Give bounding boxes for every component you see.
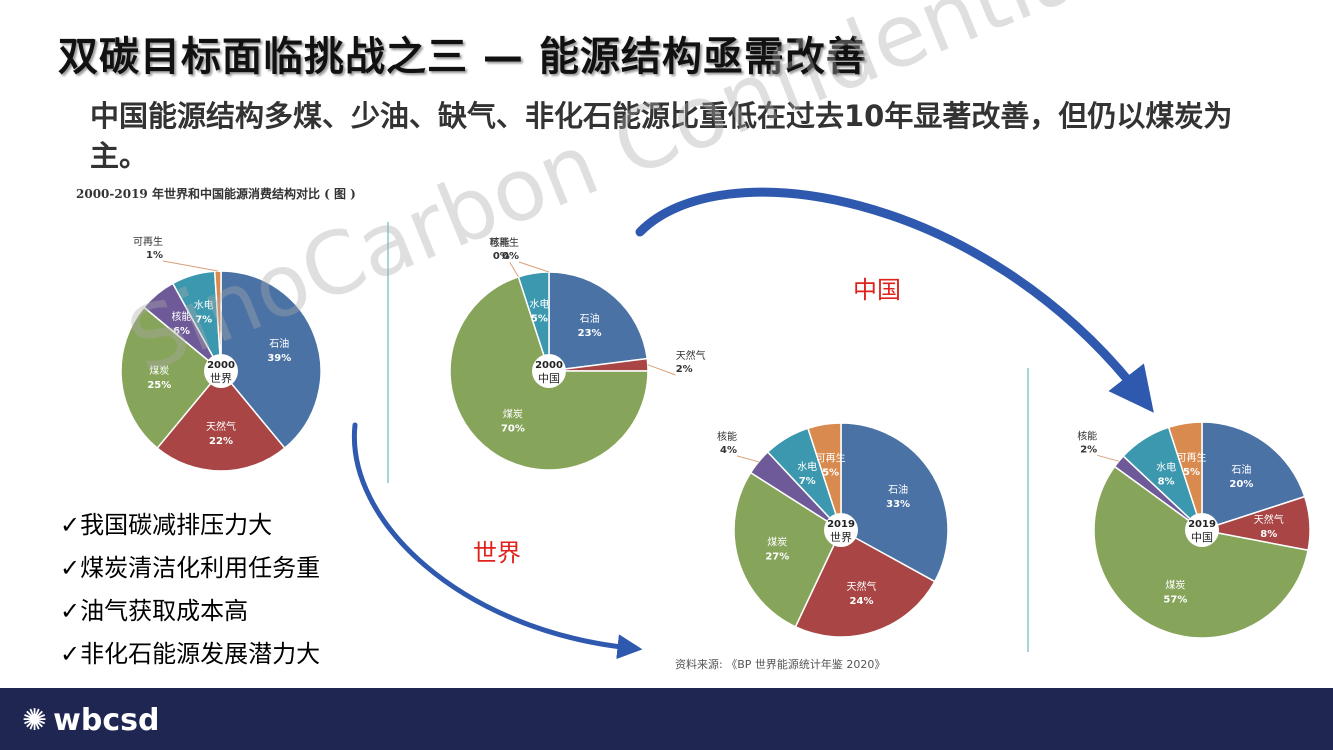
slice-value-label: 4% — [720, 445, 737, 456]
leader-line — [162, 260, 218, 272]
slice-value-label: 22% — [209, 436, 233, 447]
slice-value-label: 2% — [1080, 444, 1097, 455]
slice-category-label: 天然气 — [1254, 513, 1284, 526]
slice-value-label: 39% — [267, 353, 291, 364]
leader-line — [647, 364, 676, 376]
wbcsd-logo-text: wbcsd — [53, 703, 160, 738]
pie-slice — [840, 422, 949, 583]
slice-category-label: 煤炭 — [503, 408, 523, 421]
pie-center-year: 2000 — [207, 360, 235, 371]
china-label: 中国 — [853, 276, 901, 304]
pie-slice — [733, 471, 842, 628]
pie-center — [1185, 513, 1219, 547]
slice-value-label: 20% — [1229, 479, 1253, 490]
pie-center — [824, 513, 858, 547]
slice-value-label: 5% — [1183, 467, 1200, 478]
globe-icon: ✺ — [22, 703, 48, 738]
slice-value-label: 0% — [493, 251, 510, 262]
data-source: 资料来源: 《BP 世界能源统计年鉴 2020》 — [675, 658, 886, 671]
pie-center — [532, 354, 566, 388]
china-trend-arrow — [635, 187, 1154, 413]
slice-value-label: 6% — [173, 326, 190, 337]
pie-center — [204, 354, 238, 388]
leader-line — [509, 261, 519, 278]
slide-title: 双碳目标面临挑战之三 — 能源结构亟需改善 — [58, 34, 867, 80]
pie-center-region: 世界 — [210, 372, 232, 385]
slice-value-label: 7% — [195, 315, 212, 326]
leader-line — [1097, 454, 1119, 462]
wbcsd-logo: ✺ wbcsd — [22, 703, 159, 738]
slice-value-label: 0% — [502, 251, 519, 262]
slice-category-label: 石油 — [1231, 463, 1251, 476]
slice-category-label: 水电 — [529, 297, 549, 310]
world-label: 世界 — [473, 539, 521, 567]
pie-slice — [1093, 465, 1309, 639]
slice-category-label: 水电 — [194, 299, 214, 312]
pie-center-region: 中国 — [538, 372, 560, 385]
leader-line — [518, 261, 550, 273]
slice-value-label: 8% — [1260, 529, 1277, 540]
chart-caption: 2000-2019 年世界和中国能源消费结构对比 ( 图 ) — [76, 187, 356, 201]
slide-subtitle: 中国能源结构多煤、少油、缺气、非化石能源比重低在过去10年显著改善，但仍以煤炭为… — [90, 99, 1233, 173]
slice-category-label: 可再生 — [489, 236, 519, 249]
slice-category-label: 核能 — [172, 310, 192, 323]
slice-value-label: 70% — [501, 424, 525, 435]
pie-slice — [156, 369, 286, 472]
pie-slice — [1167, 421, 1203, 531]
slice-category-label: 可再生 — [816, 452, 846, 465]
bullet-item: ✓非化石能源发展潜力大 — [60, 640, 321, 668]
slice-category-label: 煤炭 — [1165, 579, 1185, 592]
slice-category-label: 煤炭 — [149, 364, 169, 377]
slice-category-label: 水电 — [1156, 461, 1176, 474]
pie-center-region: 中国 — [1191, 531, 1213, 544]
pie-slice — [806, 422, 842, 531]
slice-value-label: 24% — [850, 596, 874, 607]
bullet-item: ✓油气获取成本高 — [60, 597, 249, 625]
pie-center-year: 2019 — [827, 519, 855, 530]
slice-value-label: 5% — [531, 313, 548, 324]
pie-slice — [220, 270, 322, 450]
slice-category-label: 可再生 — [133, 235, 163, 248]
slice-value-label: 2% — [676, 364, 693, 375]
slice-category-label: 石油 — [269, 337, 289, 350]
slice-category-label: 煤炭 — [767, 536, 787, 549]
pie-slice — [794, 528, 936, 638]
slice-value-label: 27% — [765, 552, 789, 563]
pie-slice — [120, 306, 223, 450]
pie-center-year: 2019 — [1188, 519, 1216, 530]
slice-value-label: 7% — [799, 476, 816, 487]
slice-value-label: 23% — [578, 328, 602, 339]
slice-value-label: 57% — [1163, 595, 1187, 606]
slice-category-label: 天然气 — [206, 420, 236, 433]
pie-slice — [1201, 421, 1306, 532]
slice-category-label: 水电 — [797, 460, 817, 473]
slice-category-label: 核能 — [490, 236, 510, 249]
slice-category-label: 石油 — [580, 312, 600, 325]
slice-value-label: 33% — [886, 499, 910, 510]
bullet-item: ✓我国碳减排压力大 — [60, 511, 273, 539]
slice-category-label: 可再生 — [1177, 451, 1207, 464]
leader-line — [736, 455, 759, 463]
slice-value-label: 5% — [822, 468, 839, 479]
world-trend-arrow — [351, 422, 643, 660]
pie-center-year: 2000 — [535, 360, 563, 371]
slice-category-label: 核能 — [1077, 429, 1097, 442]
slice-value-label: 8% — [1158, 477, 1175, 488]
bullet-item: ✓煤炭清洁化利用任务重 — [60, 554, 321, 582]
slice-value-label: 25% — [147, 380, 171, 391]
pie-center-region: 世界 — [830, 531, 852, 544]
slice-category-label: 核能 — [717, 430, 737, 443]
footer-bar — [0, 688, 1333, 750]
pie-slice — [548, 271, 649, 372]
slice-value-label: 1% — [146, 250, 163, 261]
slice-category-label: 石油 — [888, 483, 908, 496]
slice-category-label: 天然气 — [676, 349, 706, 362]
slice-category-label: 天然气 — [847, 580, 877, 593]
